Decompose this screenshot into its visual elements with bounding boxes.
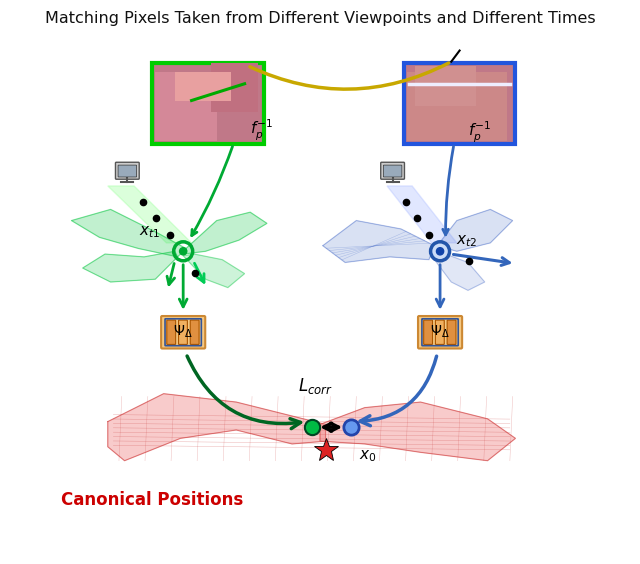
Polygon shape	[437, 209, 513, 252]
Text: $x_{t2}$: $x_{t2}$	[456, 233, 477, 249]
Polygon shape	[108, 394, 326, 461]
Polygon shape	[108, 186, 191, 243]
Polygon shape	[320, 402, 515, 461]
Circle shape	[431, 242, 449, 261]
FancyBboxPatch shape	[190, 320, 199, 345]
FancyBboxPatch shape	[156, 72, 217, 141]
Polygon shape	[183, 212, 267, 254]
FancyBboxPatch shape	[406, 72, 507, 141]
FancyBboxPatch shape	[152, 63, 264, 144]
FancyBboxPatch shape	[435, 320, 444, 345]
Circle shape	[180, 248, 187, 255]
Polygon shape	[435, 254, 484, 290]
FancyBboxPatch shape	[415, 65, 476, 106]
Text: $\Psi_{\Delta}$: $\Psi_{\Delta}$	[173, 324, 193, 341]
FancyBboxPatch shape	[447, 320, 456, 345]
Text: Canonical Positions: Canonical Positions	[61, 491, 244, 509]
FancyBboxPatch shape	[383, 165, 402, 177]
Circle shape	[436, 248, 444, 255]
FancyBboxPatch shape	[167, 320, 175, 345]
FancyBboxPatch shape	[118, 165, 136, 177]
FancyBboxPatch shape	[418, 316, 462, 349]
FancyBboxPatch shape	[115, 162, 140, 179]
Text: $L_{corr}$: $L_{corr}$	[298, 376, 333, 396]
FancyBboxPatch shape	[211, 63, 258, 112]
Polygon shape	[387, 186, 457, 243]
Text: $f_p^{-1}$: $f_p^{-1}$	[250, 117, 273, 143]
Text: $f_p^{-1}$: $f_p^{-1}$	[468, 120, 491, 146]
Text: $\Psi_{\Delta}$: $\Psi_{\Delta}$	[430, 324, 450, 341]
FancyBboxPatch shape	[381, 162, 404, 179]
FancyArrowPatch shape	[250, 63, 449, 89]
Text: Matching Pixels Taken from Different Viewpoints and Different Times: Matching Pixels Taken from Different Vie…	[45, 11, 595, 26]
Polygon shape	[83, 252, 177, 282]
Text: $x_{t1}$: $x_{t1}$	[138, 224, 160, 240]
FancyBboxPatch shape	[179, 320, 188, 345]
FancyBboxPatch shape	[424, 320, 433, 345]
Polygon shape	[72, 209, 186, 257]
Text: $x_0$: $x_0$	[359, 448, 376, 464]
Polygon shape	[323, 221, 435, 262]
FancyBboxPatch shape	[175, 72, 230, 100]
FancyBboxPatch shape	[161, 316, 205, 349]
FancyBboxPatch shape	[404, 63, 515, 144]
Polygon shape	[183, 254, 244, 288]
